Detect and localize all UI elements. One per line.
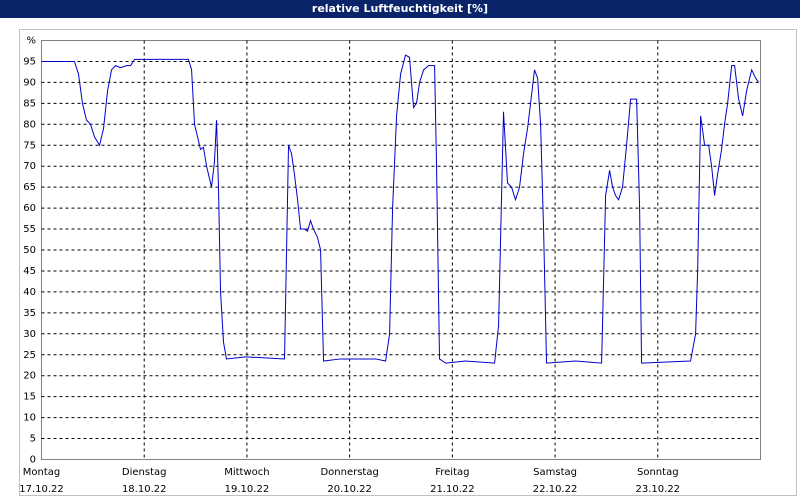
- x-tick-date: 19.10.22: [225, 484, 270, 495]
- chart-title: relative Luftfeuchtigkeit [%]: [312, 2, 488, 15]
- y-tick-label: 80: [23, 119, 36, 130]
- x-tick-label: Dienstag: [122, 467, 167, 478]
- y-tick-label: 25: [23, 350, 36, 361]
- x-tick-date: 22.10.22: [533, 484, 578, 495]
- outer-frame: [19, 29, 797, 496]
- y-tick-label: 50: [23, 245, 36, 256]
- y-tick-label: 35: [23, 308, 36, 319]
- y-tick-label: 85: [23, 98, 36, 109]
- y-tick-label: 0: [30, 455, 36, 466]
- x-tick-label: Freitag: [435, 467, 469, 478]
- data-line: [41, 54, 760, 364]
- y-tick-label: 70: [23, 161, 36, 172]
- y-tick-label: 65: [23, 182, 36, 193]
- y-tick-label: 20: [23, 371, 36, 382]
- x-tick-date: 23.10.22: [636, 484, 681, 495]
- y-tick-label: 40: [23, 287, 36, 298]
- y-tick-label: 95: [23, 56, 36, 67]
- x-tick-date: 20.10.22: [327, 484, 372, 495]
- x-tick-label: Samstag: [533, 467, 577, 478]
- y-tick-label: 15: [23, 392, 36, 403]
- y-tick-label: 90: [23, 77, 36, 88]
- x-tick-label: Donnerstag: [320, 467, 378, 478]
- x-tick-date: 17.10.22: [19, 484, 64, 495]
- y-tick-label: 55: [23, 224, 36, 235]
- y-tick-label: 5: [30, 434, 36, 445]
- y-tick-label: 45: [23, 266, 36, 277]
- x-tick-label: Mittwoch: [224, 467, 269, 478]
- y-tick-label: 60: [23, 203, 36, 214]
- x-tick-date: 18.10.22: [122, 484, 167, 495]
- y-tick-label: 30: [23, 329, 36, 340]
- y-tick-label: %: [26, 36, 36, 47]
- y-tick-label: 75: [23, 140, 36, 151]
- plot-area: [41, 40, 761, 460]
- y-tick-label: 10: [23, 413, 36, 424]
- x-tick-date: 21.10.22: [430, 484, 475, 495]
- x-tick-label: Sonntag: [637, 467, 679, 478]
- x-tick-label: Montag: [23, 467, 60, 478]
- title-bar: [0, 0, 800, 18]
